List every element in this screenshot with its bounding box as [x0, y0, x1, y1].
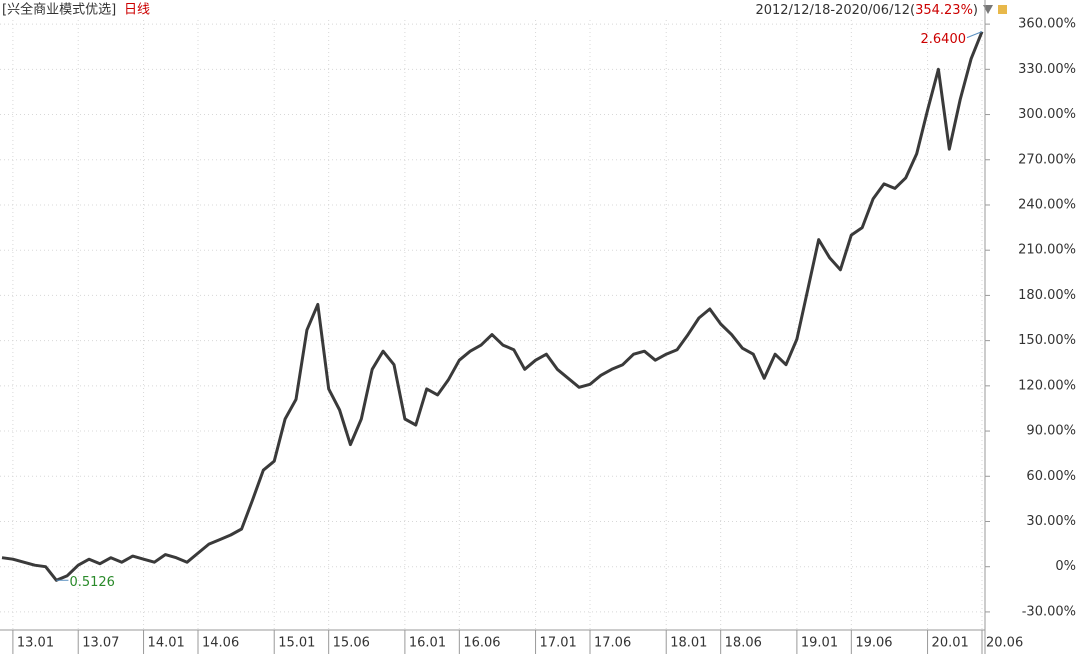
y-tick-label: 330.00% — [1018, 62, 1076, 77]
y-tick-label: 0% — [1055, 559, 1076, 574]
y-tick-label: 240.00% — [1018, 197, 1076, 212]
x-tick-label: 19.01 — [801, 636, 838, 651]
y-tick-label: -30.00% — [1022, 604, 1076, 619]
x-tick-label: 17.06 — [594, 636, 631, 651]
y-tick-label: 60.00% — [1026, 469, 1076, 484]
y-tick-label: 120.00% — [1018, 378, 1076, 393]
x-tick-label: 13.01 — [17, 636, 54, 651]
x-tick-label: 16.06 — [463, 636, 500, 651]
y-tick-label: 270.00% — [1018, 152, 1076, 167]
y-tick-label: 150.00% — [1018, 333, 1076, 348]
x-tick-label: 18.01 — [670, 636, 707, 651]
y-tick-label: 180.00% — [1018, 288, 1076, 303]
range-return: 354.23% — [915, 3, 973, 18]
range-label: 2012/12/18-2020/06/12(354.23%) — [755, 3, 978, 18]
range-start: 2012/12/18-2020/06/12( — [755, 3, 915, 18]
y-tick-label: 90.00% — [1026, 424, 1076, 439]
max-annotation: 2.6400 — [921, 32, 967, 47]
chart-title: [兴全商业模式优选] — [2, 2, 116, 18]
y-tick-label: 300.00% — [1018, 107, 1076, 122]
x-tick-label: 15.01 — [278, 636, 315, 651]
price-line — [1, 31, 984, 582]
x-tick-label: 17.01 — [540, 636, 577, 651]
x-tick-label: 18.06 — [725, 636, 762, 651]
x-tick-label: 16.01 — [409, 636, 446, 651]
x-tick-label: 19.06 — [855, 636, 892, 651]
x-tick-label: 15.06 — [333, 636, 370, 651]
x-tick-label: 14.01 — [148, 636, 185, 651]
y-tick-label: 210.00% — [1018, 243, 1076, 258]
x-tick-label: 20.01 — [932, 636, 969, 651]
y-tick-label: 30.00% — [1026, 514, 1076, 529]
annotation-leader — [966, 31, 983, 39]
range-end: ) — [973, 3, 978, 18]
chart-subtitle: 日线 — [124, 3, 150, 18]
y-tick-label: 360.00% — [1018, 17, 1076, 32]
x-tick-label: 20.06 — [986, 636, 1023, 651]
lock-icon[interactable] — [998, 5, 1007, 14]
x-tick-label: 13.07 — [82, 636, 119, 651]
min-annotation: 0.5126 — [69, 575, 115, 590]
x-tick-label: 14.06 — [202, 636, 239, 651]
